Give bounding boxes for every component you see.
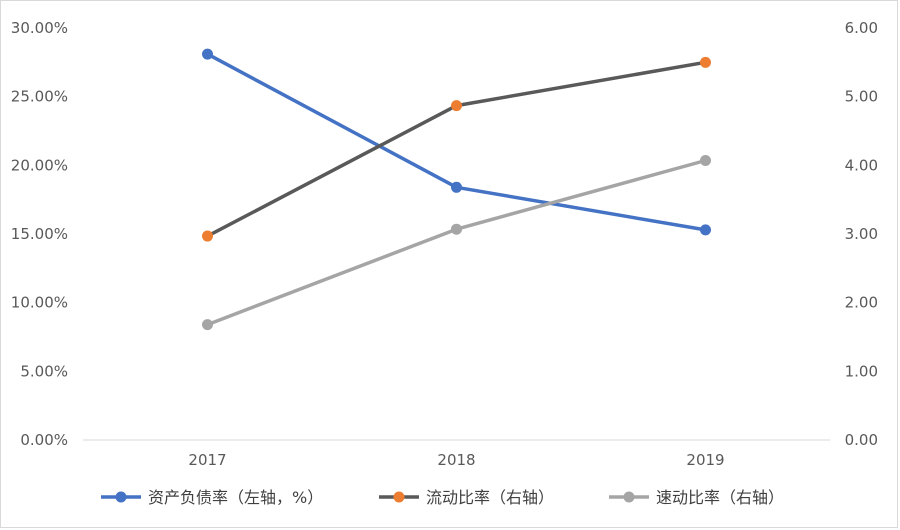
data-point (700, 224, 711, 236)
legend-label: 速动比率（右轴） (656, 488, 784, 507)
right-tick-label: 6.00 (845, 19, 878, 37)
left-tick-label: 10.00% (11, 294, 68, 312)
legend-marker (623, 491, 635, 503)
right-tick-label: 3.00 (845, 225, 878, 243)
x-axis-ticks: 2017 2018 2019 (188, 451, 724, 469)
legend-marker (393, 491, 405, 503)
x-tick-label: 2018 (437, 451, 475, 469)
x-tick-label: 2019 (686, 451, 724, 469)
data-point (700, 155, 711, 167)
data-point (202, 230, 213, 242)
right-tick-label: 0.00 (845, 431, 878, 449)
left-tick-label: 25.00% (11, 88, 68, 106)
left-tick-label: 5.00% (20, 362, 68, 380)
legend-marker (115, 491, 127, 503)
right-axis-ticks: 0.00 1.00 2.00 3.00 4.00 5.00 6.00 (845, 19, 878, 449)
data-point (451, 181, 462, 193)
left-tick-label: 20.00% (11, 156, 68, 174)
data-point (451, 223, 462, 235)
x-tick-label: 2017 (188, 451, 226, 469)
legend-label: 流动比率（右轴） (426, 488, 554, 507)
data-point (202, 319, 213, 331)
legend-label: 资产负债率（左轴，%） (148, 488, 323, 507)
left-axis-ticks: 0.00% 5.00% 10.00% 15.00% 20.00% 25.00% 30.00% (11, 19, 68, 449)
series-line (205, 52, 708, 232)
right-tick-label: 4.00 (845, 156, 878, 174)
right-tick-label: 1.00 (845, 362, 878, 380)
right-tick-label: 2.00 (845, 294, 878, 312)
series-line (205, 60, 708, 238)
data-point (451, 100, 462, 112)
left-tick-label: 15.00% (11, 225, 68, 243)
series-markers (202, 48, 711, 331)
right-tick-label: 5.00 (845, 88, 878, 106)
data-point (202, 48, 213, 60)
left-tick-label: 30.00% (11, 19, 68, 37)
left-tick-label: 0.00% (20, 431, 68, 449)
data-point (700, 56, 711, 68)
legend: 资产负债率（左轴，%） 流动比率（右轴） 速动比率（右轴） (101, 488, 784, 507)
